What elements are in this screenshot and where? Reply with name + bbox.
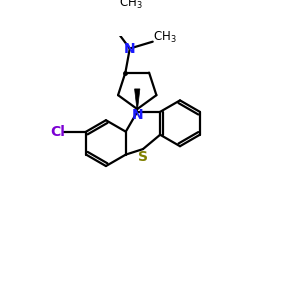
Text: N: N: [124, 41, 136, 56]
Text: CH$_3$: CH$_3$: [119, 0, 143, 11]
Polygon shape: [135, 89, 140, 112]
Text: Cl: Cl: [50, 125, 65, 139]
Text: N: N: [131, 108, 143, 122]
Text: CH$_3$: CH$_3$: [153, 30, 177, 45]
Text: S: S: [138, 150, 148, 164]
